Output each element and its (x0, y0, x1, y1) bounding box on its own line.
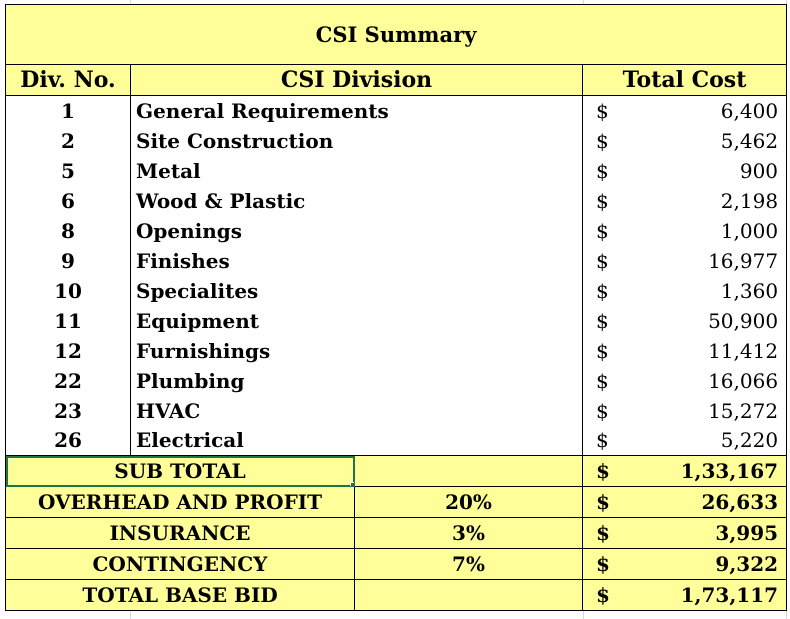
div-no-cell[interactable]: 5 (5, 155, 131, 186)
total-cost-cell[interactable]: 1,000 (618, 215, 788, 246)
total-cost-cell[interactable]: 50,900 (618, 305, 788, 336)
div-no-cell[interactable]: 6 (5, 185, 131, 216)
currency-symbol-cell[interactable]: $ (582, 95, 619, 126)
division-name-cell[interactable]: Furnishings (130, 335, 583, 366)
table-row: 26 Electrical $5,220 (5, 425, 788, 456)
currency-symbol-cell[interactable]: $ (582, 215, 619, 246)
table-row: 11 Equipment $50,900 (5, 305, 788, 336)
currency-symbol-cell[interactable]: $ (582, 365, 619, 396)
currency-symbol-cell[interactable]: $ (582, 425, 619, 456)
currency-symbol-cell[interactable]: $ (582, 185, 619, 216)
currency-symbol-cell[interactable]: $ (582, 125, 619, 156)
division-name-cell[interactable]: Site Construction (130, 125, 583, 156)
division-name-cell[interactable]: Electrical (130, 425, 583, 456)
table-title[interactable]: CSI Summary (4, 4, 788, 65)
summary-row: CONTINGENCY 7% $9,322 (5, 548, 788, 580)
total-cost-cell[interactable]: 5,462 (618, 125, 788, 156)
table-row: 22 Plumbing $16,066 (5, 365, 788, 396)
table-row: 12 Furnishings $11,412 (5, 335, 788, 366)
summary-percent-cell[interactable] (354, 455, 583, 487)
div-no-cell[interactable]: 8 (5, 215, 131, 246)
total-cost-cell[interactable]: 16,066 (618, 365, 788, 396)
currency-symbol-cell[interactable]: $ (582, 245, 619, 276)
total-cost-cell[interactable]: 6,400 (618, 95, 788, 126)
div-no-cell[interactable]: 26 (5, 425, 131, 456)
div-no-cell[interactable]: 1 (5, 95, 131, 126)
summary-percent-cell[interactable] (354, 579, 583, 611)
division-name-cell[interactable]: Finishes (130, 245, 583, 276)
total-cost-cell[interactable]: 2,198 (618, 185, 788, 216)
summary-row: SUB TOTAL $1,33,167 (5, 455, 788, 487)
table-row: 9 Finishes $16,977 (5, 245, 788, 276)
summary-percent-cell[interactable]: 20% (354, 486, 583, 518)
table-row: 1 General Requirements $6,400 (5, 95, 788, 126)
currency-symbol-cell[interactable]: $ (582, 548, 619, 580)
div-no-cell[interactable]: 12 (5, 335, 131, 366)
total-cost-cell[interactable]: 11,412 (618, 335, 788, 366)
header-total-cost[interactable]: Total Cost (582, 64, 788, 96)
div-no-cell[interactable]: 2 (5, 125, 131, 156)
summary-label-cell[interactable]: TOTAL BASE BID (5, 579, 355, 611)
summary-row: TOTAL BASE BID $1,73,117 (5, 579, 788, 611)
currency-symbol-cell[interactable]: $ (582, 579, 619, 611)
division-name-cell[interactable]: General Requirements (130, 95, 583, 126)
header-csi-division[interactable]: CSI Division (130, 64, 583, 96)
currency-symbol-cell[interactable]: $ (582, 275, 619, 306)
currency-symbol-cell[interactable]: $ (582, 455, 619, 487)
summary-label-cell[interactable]: SUB TOTAL (5, 455, 355, 487)
division-name-cell[interactable]: Equipment (130, 305, 583, 336)
div-no-cell[interactable]: 10 (5, 275, 131, 306)
summary-amount-cell[interactable]: 9,322 (618, 548, 788, 580)
division-name-cell[interactable]: Wood & Plastic (130, 185, 583, 216)
currency-symbol-cell[interactable]: $ (582, 305, 619, 336)
summary-label-cell[interactable]: OVERHEAD AND PROFIT (5, 486, 355, 518)
division-name-cell[interactable]: Plumbing (130, 365, 583, 396)
header-div-no[interactable]: Div. No. (5, 64, 131, 96)
currency-symbol-cell[interactable]: $ (582, 517, 619, 549)
table-row: 23 HVAC $15,272 (5, 395, 788, 426)
fill-handle[interactable] (350, 482, 354, 486)
table-row: 6 Wood & Plastic $2,198 (5, 185, 788, 216)
summary-amount-cell[interactable]: 1,73,117 (618, 579, 788, 611)
total-cost-cell[interactable]: 900 (618, 155, 788, 186)
division-name-cell[interactable]: Specialites (130, 275, 583, 306)
summary-percent-cell[interactable]: 3% (354, 517, 583, 549)
summary-amount-cell[interactable]: 3,995 (618, 517, 788, 549)
total-cost-cell[interactable]: 15,272 (618, 395, 788, 426)
div-no-cell[interactable]: 9 (5, 245, 131, 276)
header-row: Div. No. CSI Division Total Cost (5, 64, 788, 96)
csi-summary-table: CSI Summary Div. No. CSI Division Total … (4, 4, 788, 611)
summary-label-cell[interactable]: INSURANCE (5, 517, 355, 549)
summary-row: INSURANCE 3% $3,995 (5, 517, 788, 549)
currency-symbol-cell[interactable]: $ (582, 155, 619, 186)
currency-symbol-cell[interactable]: $ (582, 335, 619, 366)
div-no-cell[interactable]: 23 (5, 395, 131, 426)
table-row: 5 Metal $900 (5, 155, 788, 186)
title-row: CSI Summary (4, 4, 788, 65)
total-cost-cell[interactable]: 1,360 (618, 275, 788, 306)
summary-label-cell[interactable]: CONTINGENCY (5, 548, 355, 580)
div-no-cell[interactable]: 11 (5, 305, 131, 336)
division-name-cell[interactable]: HVAC (130, 395, 583, 426)
currency-symbol-cell[interactable]: $ (582, 486, 619, 518)
summary-percent-cell[interactable]: 7% (354, 548, 583, 580)
table-row: 8 Openings $1,000 (5, 215, 788, 246)
currency-symbol-cell[interactable]: $ (582, 395, 619, 426)
total-cost-cell[interactable]: 5,220 (618, 425, 788, 456)
division-name-cell[interactable]: Metal (130, 155, 583, 186)
summary-row: OVERHEAD AND PROFIT 20% $26,633 (5, 486, 788, 518)
div-no-cell[interactable]: 22 (5, 365, 131, 396)
summary-amount-cell[interactable]: 1,33,167 (618, 455, 788, 487)
summary-amount-cell[interactable]: 26,633 (618, 486, 788, 518)
table-row: 10 Specialites $1,360 (5, 275, 788, 306)
division-name-cell[interactable]: Openings (130, 215, 583, 246)
table-row: 2 Site Construction $5,462 (5, 125, 788, 156)
total-cost-cell[interactable]: 16,977 (618, 245, 788, 276)
